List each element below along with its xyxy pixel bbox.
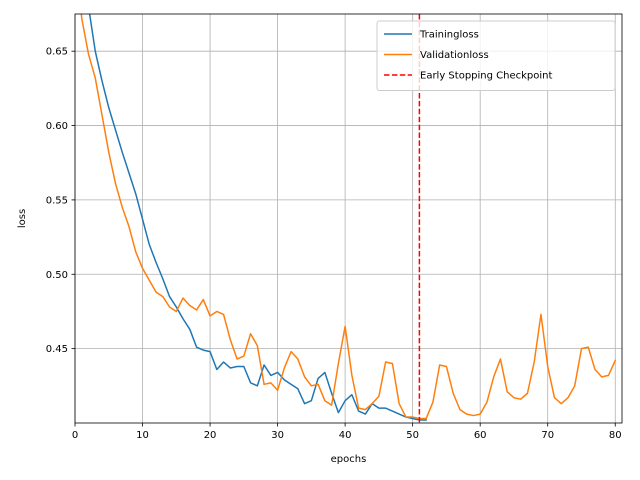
x-tick-label: 20 (204, 430, 217, 441)
series-line-validationloss (80, 14, 617, 420)
x-tick-label: 80 (609, 430, 622, 441)
y-tick-label: 0.45 (46, 344, 68, 355)
y-axis-label: loss (17, 209, 28, 228)
legend-label: Validationloss (420, 50, 489, 61)
legend-box (376, 20, 616, 91)
y-tick-label: 0.50 (46, 270, 68, 281)
x-tick-label: 10 (136, 430, 149, 441)
ticks: 0 10 20 30 40 50 60 70 80 0.45 0.50 0.55 0.60 0.65 (46, 47, 622, 441)
legend: Trainingloss Validationloss Early Stopping… (376, 20, 616, 91)
x-tick-label: 50 (406, 430, 419, 441)
x-axis-label: epochs (331, 454, 367, 465)
legend-label: Trainingloss (419, 30, 479, 41)
series-line-trainingloss (88, 14, 427, 421)
x-tick-label: 30 (271, 430, 284, 441)
series-layer (80, 14, 617, 421)
y-tick-label: 0.60 (46, 121, 68, 132)
x-tick-label: 40 (339, 430, 352, 441)
x-tick-label: 60 (474, 430, 487, 441)
x-tick-label: 0 (72, 430, 78, 441)
x-tick-label: 70 (541, 430, 554, 441)
plot-frame (74, 13, 623, 424)
legend-label: Early Stopping Checkpoint (420, 71, 553, 82)
y-tick-label: 0.55 (46, 195, 68, 206)
y-tick-label: 0.65 (46, 47, 68, 58)
